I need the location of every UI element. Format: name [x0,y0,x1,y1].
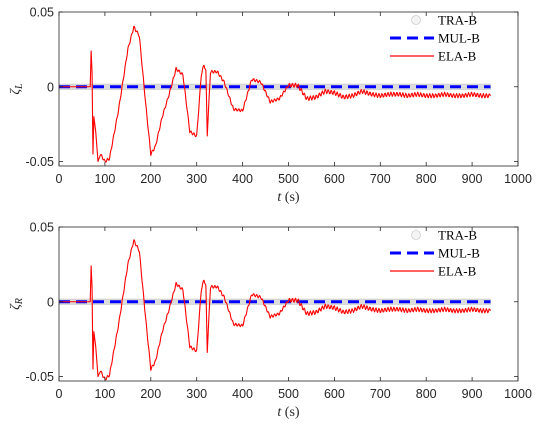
legend-label-tra-b: TRA-B [438,228,477,243]
y-tick-label: 0 [47,295,54,309]
x-tick-label: 900 [462,172,483,186]
x-tick-label: 400 [232,387,253,401]
x-tick-label: 500 [278,387,299,401]
x-tick-label: 900 [462,387,483,401]
x-tick-label: 600 [324,387,345,401]
x-tick-label: 1000 [504,172,532,186]
x-tick-label: 300 [186,387,207,401]
chart-panel-2: 0 100 200 300 400 500 600 700 800 900 1000-0.0500.… [8,221,532,421]
chart-panel-1: 0 100 200 300 400 500 600 700 800 900 1000-0.0500.… [8,6,532,206]
legend-label-ela-b: ELA-B [438,49,477,64]
legend-marker-tra-b [411,15,421,25]
x-tick-label: 200 [140,172,161,186]
legend-label-ela-b: ELA-B [438,264,477,279]
legend-label-tra-b: TRA-B [438,13,477,28]
x-tick-label: 800 [416,172,437,186]
x-axis-label: t (s) [277,190,300,205]
y-axis-label: ζR [8,298,25,310]
x-tick-label: 800 [416,387,437,401]
y-tick-label: 0 [47,80,54,94]
x-tick-label: 600 [324,172,345,186]
legend-label-mul-b: MUL-B [438,246,480,261]
y-tick-label: 0.05 [30,6,54,20]
y-axis-label: ζL [8,83,25,95]
x-tick-label: 1000 [504,387,532,401]
y-tick-label: 0.05 [30,221,54,235]
x-tick-label: 500 [278,172,299,186]
x-tick-label: 700 [370,387,391,401]
x-tick-label: 700 [370,172,391,186]
x-tick-label: 400 [232,172,253,186]
x-tick-label: 300 [186,172,207,186]
series-ela-b [59,239,491,381]
plot-area [59,239,491,381]
x-tick-label: 0 [56,172,63,186]
legend-marker-tra-b [411,230,421,240]
y-tick-label: -0.05 [26,370,55,384]
x-axis-label: t (s) [277,405,300,420]
y-tick-label: -0.05 [26,155,55,169]
x-tick-label: 0 [56,387,63,401]
legend: TRA-B MUL-B ELA-B [390,13,480,64]
legend: TRA-B MUL-B ELA-B [390,228,480,279]
x-tick-label: 100 [94,387,115,401]
legend-label-mul-b: MUL-B [438,31,480,46]
x-tick-label: 100 [94,172,115,186]
plot-area [59,25,491,163]
series-ela-b [59,25,491,163]
x-tick-label: 200 [140,387,161,401]
